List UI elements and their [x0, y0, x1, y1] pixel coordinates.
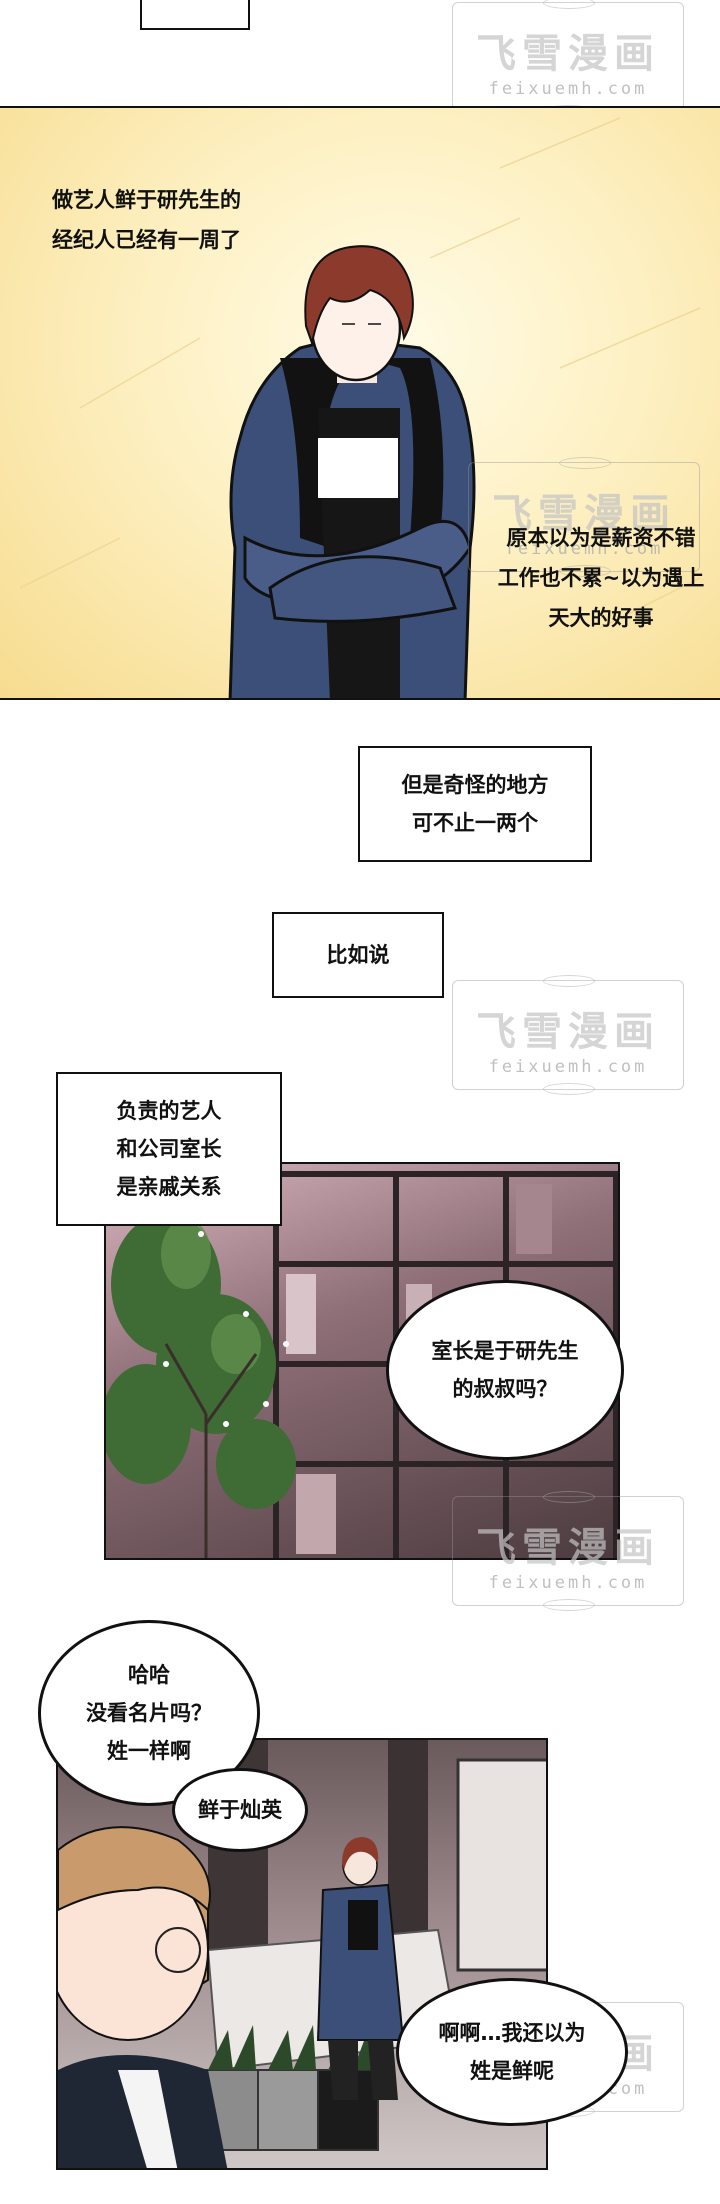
narration-line: 工作也不累~以为遇上 — [497, 566, 705, 590]
watermark-ornament-icon — [543, 1599, 595, 1611]
lobby-illustration — [58, 1740, 546, 2168]
narration-line: 做艺人鲜于研先生的 — [52, 188, 241, 212]
panel-manager-intro: 做艺人鲜于研先生的 经纪人已经有一周了 飞雪漫画 feixuemh.com 原本… — [0, 106, 720, 700]
narration-line: 天大的好事 — [548, 606, 654, 630]
caption-line: 是亲戚关系 — [116, 1175, 222, 1199]
watermark-logo: 飞雪漫画 feixuemh.com — [452, 0, 684, 117]
watermark-url: feixuemh.com — [488, 1573, 648, 1593]
watermark-url: feixuemh.com — [488, 1057, 648, 1077]
caption-line: 负责的艺人 — [116, 1099, 222, 1123]
narration-text: 做艺人鲜于研先生的 经纪人已经有一周了 — [52, 180, 241, 260]
watermark-text: 飞雪漫画 — [476, 1525, 660, 1571]
caption-line: 比如说 — [326, 943, 390, 967]
watermark-url: feixuemh.com — [504, 539, 664, 559]
watermark-ornament-icon — [543, 1491, 595, 1503]
watermark-text: 飞雪漫画 — [476, 1009, 660, 1055]
dialogue-line: 鲜于灿英 — [198, 1798, 282, 1822]
watermark-logo: 飞雪漫画 feixuemh.com — [468, 457, 700, 577]
panel-office-shelves — [104, 1162, 620, 1560]
dialogue-line: 哈哈 — [128, 1663, 170, 1687]
previous-caption-stub — [140, 0, 250, 30]
watermark-logo: 飞雪漫画 feixuemh.com — [452, 975, 684, 1095]
caption-line: 可不止一两个 — [412, 811, 538, 835]
watermark-ornament-icon — [559, 457, 611, 469]
caption-box: 负责的艺人 和公司室长 是亲戚关系 — [56, 1072, 282, 1226]
caption-box: 比如说 — [272, 912, 444, 998]
office-illustration — [106, 1171, 618, 1558]
watermark-ornament-icon — [543, 0, 595, 9]
narration-text: 原本以为是薪资不错 工作也不累~以为遇上 天大的好事 — [486, 518, 716, 638]
speech-bubble: 啊啊…我还以为 姓是鲜呢 — [396, 1978, 628, 2126]
caption-box: 但是奇怪的地方 可不止一两个 — [358, 746, 592, 862]
watermark-text: 飞雪漫画 — [476, 31, 660, 77]
panel-lobby-conversation — [56, 1738, 548, 2170]
dialogue-line: 室长是于研先生 — [431, 1339, 579, 1363]
caption-line: 但是奇怪的地方 — [401, 773, 549, 797]
dialogue-line: 没看名片吗？ — [86, 1701, 212, 1725]
speech-bubble: 鲜于灿英 — [172, 1768, 308, 1852]
character-illustration — [19, 117, 701, 698]
speech-bubble: 室长是于研先生 的叔叔吗？ — [386, 1280, 624, 1460]
watermark-text: 飞雪漫画 — [492, 491, 676, 537]
watermark-ornament-icon — [543, 1083, 595, 1095]
narration-line: 原本以为是薪资不错 — [506, 526, 696, 550]
watermark-ornament-icon — [559, 565, 611, 577]
dialogue-line: 姓是鲜呢 — [470, 2059, 554, 2083]
watermark-logo: 飞雪漫画 feixuemh.com — [452, 1491, 684, 1611]
watermark-url: feixuemh.com — [488, 79, 648, 99]
watermark-ornament-icon — [543, 975, 595, 987]
dialogue-line: 姓一样啊 — [107, 1739, 191, 1763]
caption-line: 和公司室长 — [116, 1137, 222, 1161]
dialogue-line: 的叔叔吗？ — [452, 1377, 558, 1401]
narration-line: 经纪人已经有一周了 — [52, 228, 241, 252]
dialogue-line: 啊啊…我还以为 — [438, 2021, 586, 2045]
